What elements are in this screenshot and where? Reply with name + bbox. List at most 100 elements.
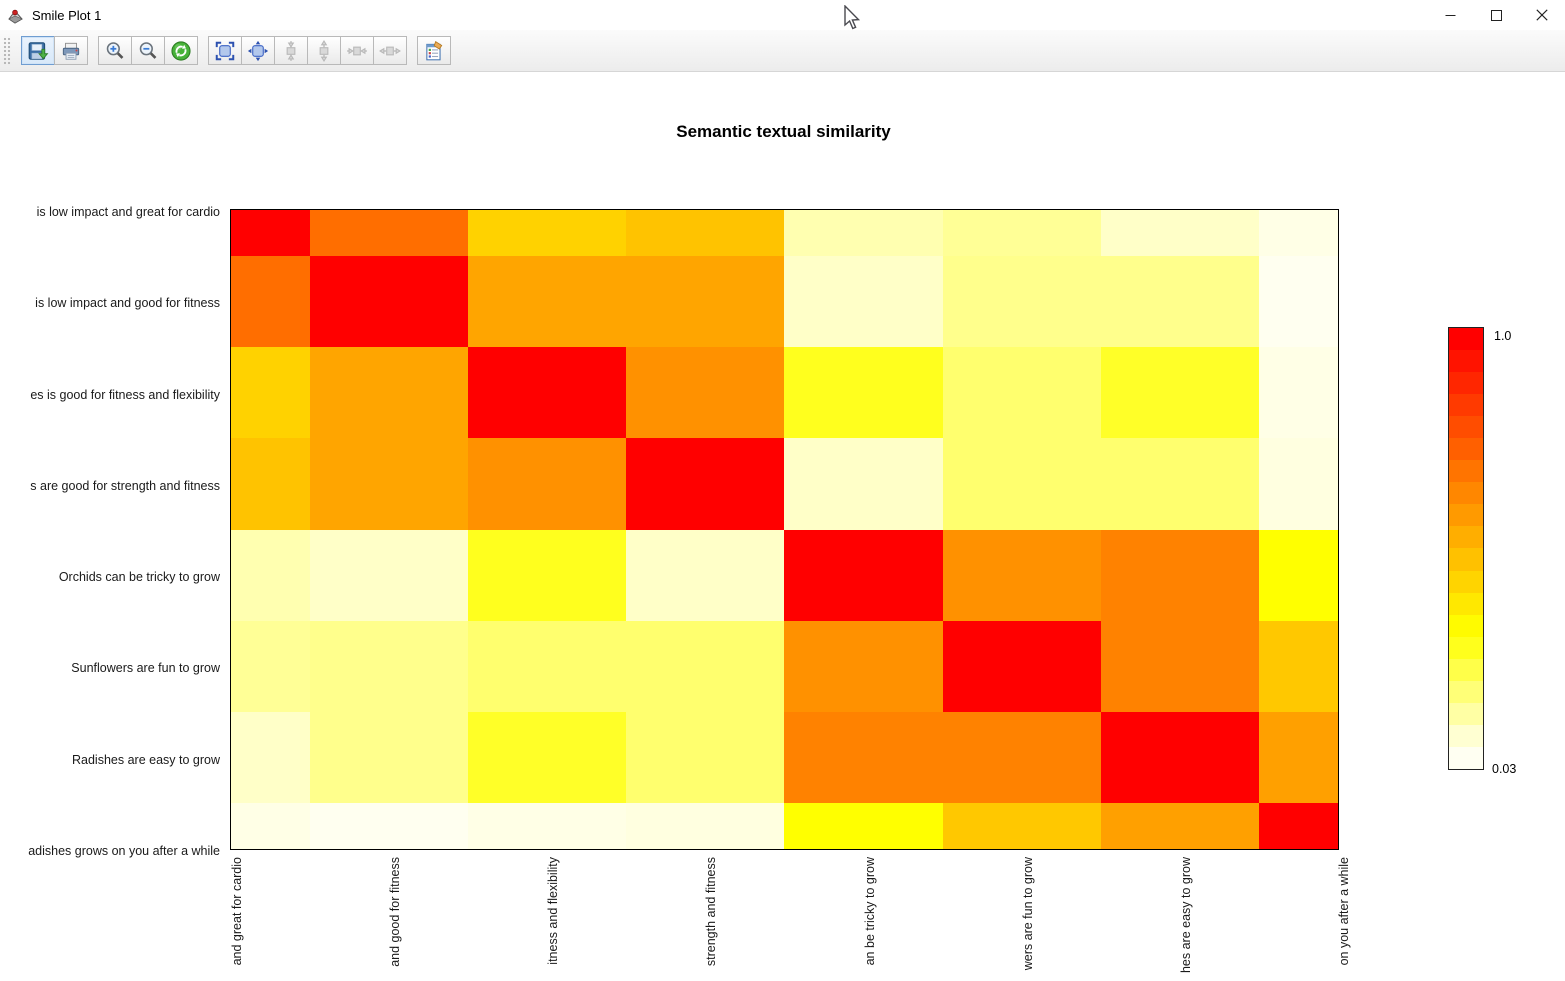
zoom-out-button[interactable] xyxy=(131,36,165,65)
minimize-button[interactable] xyxy=(1427,0,1473,30)
heatmap-cell xyxy=(1100,346,1259,439)
colorbar-segment xyxy=(1449,702,1483,725)
heatmap-canvas[interactable] xyxy=(230,209,1339,850)
heatmap-cell xyxy=(626,620,785,713)
fit-window-button[interactable] xyxy=(241,36,275,65)
heatmap-cell xyxy=(1258,438,1338,530)
colorbar-segment xyxy=(1449,724,1483,747)
legend-max-label: 1.0 xyxy=(1494,329,1512,343)
colorbar-segment xyxy=(1449,460,1483,483)
x-axis-label: wers are fun to grow xyxy=(1020,857,1035,971)
heatmap-cell xyxy=(1100,210,1259,256)
legend-min-label: 0.03 xyxy=(1492,762,1517,776)
y-axis-label: Orchids can be tricky to grow xyxy=(58,570,220,585)
y-axis-label: s are good for strength and fitness xyxy=(30,478,220,493)
heatmap-cell xyxy=(1258,255,1338,347)
colorbar-segment xyxy=(1449,614,1483,637)
shrink-width-icon xyxy=(346,40,368,62)
heatmap-cell xyxy=(942,438,1101,530)
colorbar-segment xyxy=(1449,416,1483,439)
heatmap-cell xyxy=(310,529,469,621)
heatmap-cell xyxy=(310,346,469,439)
heatmap-cell xyxy=(1100,712,1259,804)
heatmap-cell xyxy=(468,712,627,804)
heatmap-cell xyxy=(1258,620,1338,713)
x-axis-label: an be tricky to grow xyxy=(862,857,877,966)
heatmap-cell xyxy=(231,620,311,713)
grow-width-button xyxy=(373,36,407,65)
minimize-icon xyxy=(1445,14,1455,16)
toolbar-group xyxy=(21,36,88,65)
x-axis-label: itness and flexibility xyxy=(546,857,561,965)
y-axis-label: is low impact and good for fitness xyxy=(35,296,220,311)
titlebar[interactable]: Smile Plot 1 xyxy=(0,0,1565,30)
properties-button[interactable] xyxy=(417,36,451,65)
heatmap-cell xyxy=(468,255,627,347)
toolbar-group xyxy=(417,36,451,65)
heatmap-cell xyxy=(1258,529,1338,621)
heatmap-cell xyxy=(1100,438,1259,530)
colorbar-segment xyxy=(1449,482,1483,505)
heatmap-cell xyxy=(1258,803,1338,849)
toolbar-group xyxy=(208,36,407,65)
heatmap-cell xyxy=(231,529,311,621)
zoom-out-icon xyxy=(137,40,159,62)
x-axis-label: and great for cardio xyxy=(230,857,244,966)
heatmap-cell xyxy=(784,210,943,256)
close-button[interactable] xyxy=(1519,0,1565,30)
heatmap-cell xyxy=(942,255,1101,347)
heatmap-cell xyxy=(310,438,469,530)
colorbar-segment xyxy=(1449,526,1483,549)
colorbar-segment xyxy=(1449,592,1483,615)
x-axis-label: strength and fitness xyxy=(704,857,719,967)
heatmap-cell xyxy=(784,346,943,439)
print-button[interactable] xyxy=(54,36,88,65)
heatmap-cell xyxy=(231,346,311,439)
heatmap-cell xyxy=(784,712,943,804)
heatmap-cell xyxy=(784,620,943,713)
heatmap-cell xyxy=(784,438,943,530)
properties-icon xyxy=(423,40,445,62)
y-axis-label: Sunflowers are fun to grow xyxy=(71,661,220,676)
fit-window-icon xyxy=(247,40,269,62)
heatmap-cell xyxy=(468,210,627,256)
y-axis-label: is low impact and great for cardio xyxy=(36,205,220,219)
select-region-button[interactable] xyxy=(208,36,242,65)
maximize-button[interactable] xyxy=(1473,0,1519,30)
colorbar-segment xyxy=(1449,372,1483,395)
colorbar-segment xyxy=(1449,658,1483,681)
y-axis-label: es is good for fitness and flexibility xyxy=(30,387,220,402)
zoom-in-button[interactable] xyxy=(98,36,132,65)
toolbar-drag-handle[interactable] xyxy=(2,35,11,66)
toolbar-buttons xyxy=(11,36,451,65)
colorbar-legend xyxy=(1448,327,1484,770)
refresh-button[interactable] xyxy=(164,36,198,65)
heatmap-cell xyxy=(468,438,627,530)
heatmap-cell xyxy=(468,529,627,621)
save-icon xyxy=(27,40,49,62)
toolbar-group xyxy=(98,36,198,65)
zoom-in-icon xyxy=(104,40,126,62)
x-axis-label: on you after a while xyxy=(1337,857,1351,966)
heatmap-cell xyxy=(231,712,311,804)
heatmap-cell xyxy=(784,529,943,621)
toolbar xyxy=(0,30,1565,72)
heatmap-cell xyxy=(626,210,785,256)
heatmap-cell xyxy=(784,255,943,347)
plot-title: Semantic textual similarity xyxy=(676,122,891,141)
heatmap-cell xyxy=(626,255,785,347)
heatmap-cell xyxy=(626,712,785,804)
heatmap-cell xyxy=(1100,803,1259,849)
save-button[interactable] xyxy=(21,36,55,65)
grow-height-button xyxy=(307,36,341,65)
heatmap-cell xyxy=(942,210,1101,256)
colorbar-segment xyxy=(1449,438,1483,461)
heatmap-cell xyxy=(1100,529,1259,621)
heatmap-cell xyxy=(231,803,311,849)
colorbar-segment xyxy=(1449,636,1483,659)
heatmap-cell xyxy=(942,803,1101,849)
colorbar-segment xyxy=(1449,504,1483,527)
heatmap-cell xyxy=(784,803,943,849)
heatmap-cell xyxy=(1258,346,1338,439)
